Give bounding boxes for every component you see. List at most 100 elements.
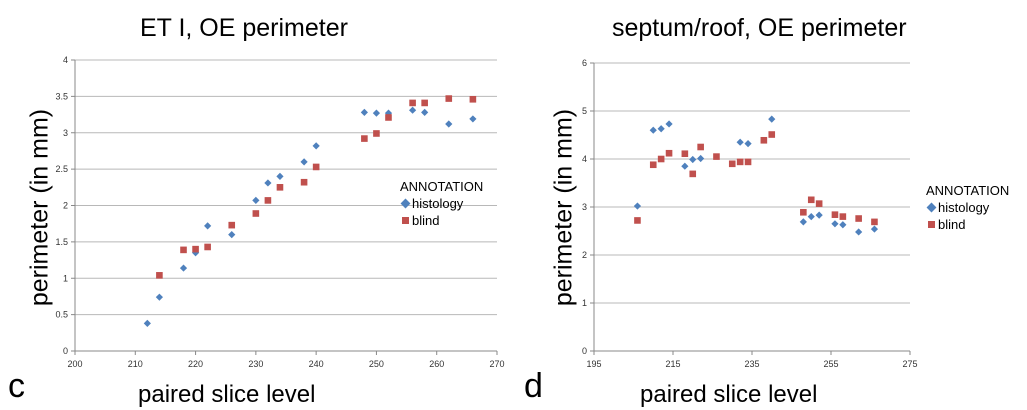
data-point-histology xyxy=(228,231,236,239)
x-tick-label: 275 xyxy=(902,359,917,369)
x-tick-label: 255 xyxy=(823,359,838,369)
data-point-blind xyxy=(264,197,272,204)
data-point-blind xyxy=(649,161,657,169)
x-tick-label: 195 xyxy=(586,359,601,369)
x-tick-label: 240 xyxy=(309,359,324,369)
data-point-blind xyxy=(807,196,815,204)
data-point-blind xyxy=(665,149,673,157)
legend-title: ANNOTATION xyxy=(926,183,1010,198)
x-tick-label: 235 xyxy=(744,359,759,369)
data-point-blind xyxy=(192,245,199,253)
data-point-histology xyxy=(276,172,284,180)
y-tick-label: 3.5 xyxy=(55,91,68,101)
data-point-blind xyxy=(469,95,477,103)
panel-label: c xyxy=(8,367,25,405)
data-point-histology xyxy=(815,211,823,219)
x-tick-label: 230 xyxy=(248,359,263,369)
y-tick-label: 2.5 xyxy=(55,164,68,174)
data-point-histology xyxy=(839,221,847,229)
data-point-blind xyxy=(361,135,368,142)
data-point-histology xyxy=(409,106,417,114)
chart-panel-c: ET I, OE perimeter perimeter (in mm) 0 0.… xyxy=(0,0,513,410)
data-point-histology xyxy=(264,179,272,187)
data-point-blind xyxy=(409,99,416,107)
y-tick-label: 0 xyxy=(63,346,68,356)
y-tick-label: 0.5 xyxy=(55,310,68,320)
legend-title: ANNOTATION xyxy=(400,179,484,194)
data-point-blind xyxy=(445,95,453,102)
data-point-blind xyxy=(689,170,697,178)
legend-label: histology xyxy=(938,200,990,215)
data-point-histology xyxy=(252,196,260,205)
legend: ANNOTATION histology blind xyxy=(926,182,1009,233)
data-point-histology xyxy=(204,222,212,230)
data-point-histology xyxy=(143,319,151,327)
data-point-histology xyxy=(649,126,657,134)
y-tick-label: 2 xyxy=(582,250,587,260)
data-point-histology xyxy=(445,120,453,128)
data-point-blind xyxy=(385,114,392,121)
data-point-blind xyxy=(657,155,665,163)
x-axis-label: paired slice level xyxy=(640,381,818,408)
y-tick-label: 3 xyxy=(582,202,587,212)
y-tick-label: 0 xyxy=(582,346,587,356)
chart-title: ET I, OE perimeter xyxy=(140,14,348,42)
data-point-blind xyxy=(681,150,689,158)
data-point-blind xyxy=(871,218,878,226)
chart-panel-d: septum/roof, OE perimeter perimeter (in … xyxy=(514,0,1027,410)
data-point-blind xyxy=(252,210,260,217)
data-point-blind xyxy=(728,160,736,168)
data-point-histology xyxy=(300,158,308,166)
data-point-blind xyxy=(760,136,768,144)
data-point-blind xyxy=(300,178,308,186)
data-point-blind xyxy=(204,243,211,251)
data-point-histology xyxy=(697,154,705,163)
data-point-blind xyxy=(156,272,163,279)
data-point-histology xyxy=(421,108,429,116)
data-point-blind xyxy=(736,158,744,166)
diamond-marker-icon xyxy=(400,198,411,209)
y-tick-label: 2 xyxy=(63,201,68,211)
diamond-marker-icon xyxy=(926,202,937,213)
data-point-histology xyxy=(807,213,815,221)
y-tick-label: 5 xyxy=(582,106,587,116)
data-point-histology xyxy=(179,264,188,272)
data-point-blind xyxy=(855,215,862,222)
data-point-histology xyxy=(312,142,320,150)
panel-label: d xyxy=(524,367,543,405)
data-point-blind xyxy=(768,131,776,138)
chart-title: septum/roof, OE perimeter xyxy=(612,14,907,42)
data-point-histology xyxy=(831,220,839,228)
y-tick-label: 1 xyxy=(582,298,587,308)
square-marker-icon xyxy=(928,221,935,228)
y-tick-label: 4 xyxy=(582,154,587,164)
legend-label: blind xyxy=(412,213,440,228)
square-marker-icon xyxy=(402,217,409,224)
data-point-histology xyxy=(799,218,807,226)
x-tick-label: 200 xyxy=(67,359,82,369)
data-point-blind xyxy=(831,211,839,218)
data-point-blind xyxy=(744,158,752,166)
y-tick-label: 3 xyxy=(63,128,68,138)
y-tick-label: 4 xyxy=(63,55,68,65)
data-point-blind xyxy=(276,184,284,191)
data-point-blind xyxy=(373,130,380,137)
data-point-blind xyxy=(800,208,807,216)
legend: ANNOTATION histology blind xyxy=(400,178,483,229)
data-point-blind xyxy=(421,99,428,107)
data-point-histology xyxy=(689,155,697,164)
data-point-histology xyxy=(681,162,689,170)
data-point-blind xyxy=(634,217,641,224)
data-point-histology xyxy=(744,140,752,148)
y-tick-label: 1.5 xyxy=(55,237,68,247)
x-tick-label: 220 xyxy=(188,359,203,369)
data-point-histology xyxy=(855,228,863,236)
data-point-blind xyxy=(228,221,236,229)
data-point-histology xyxy=(665,120,673,128)
scatter-plot: 0 1 2 3 4 5 6 195 215 235 255 275 xyxy=(582,58,918,369)
y-tick-label: 6 xyxy=(582,58,587,68)
legend-item-blind: blind xyxy=(926,216,1009,233)
x-axis-label: paired slice level xyxy=(138,381,316,408)
data-point-histology xyxy=(469,115,477,123)
data-point-histology xyxy=(633,202,642,210)
